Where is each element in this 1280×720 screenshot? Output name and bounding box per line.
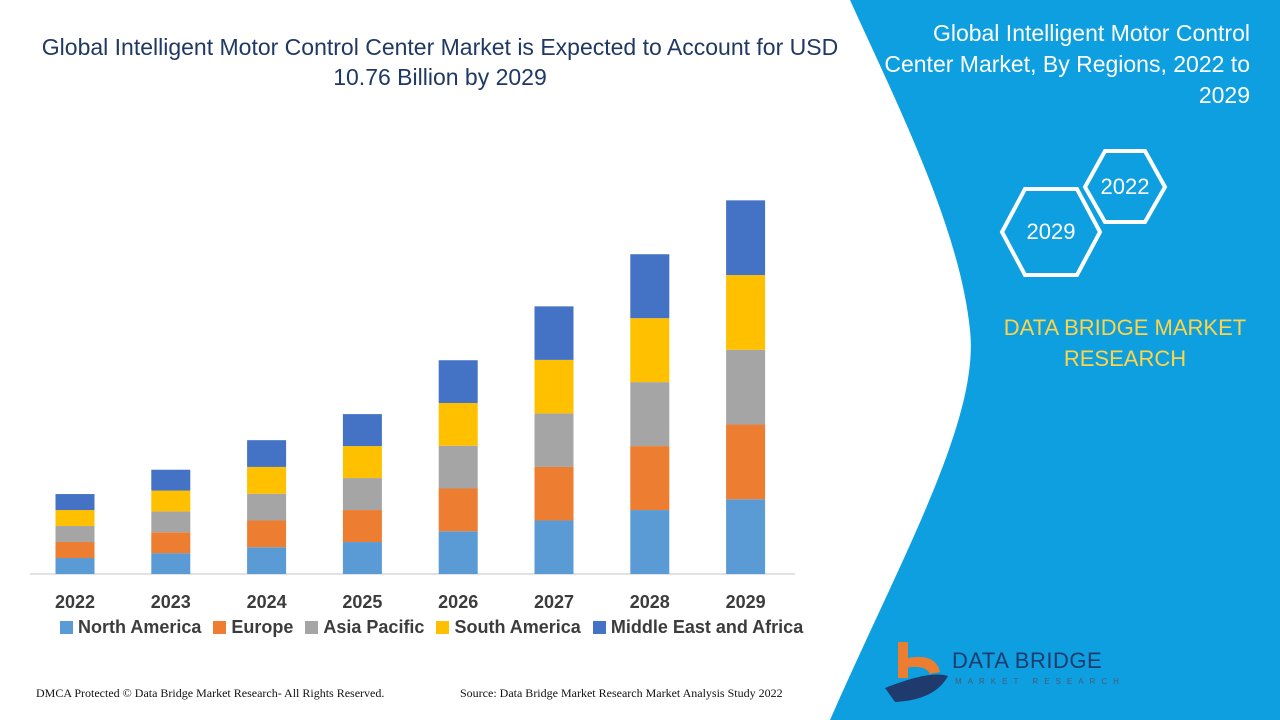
- bar-segment-2027-2: [534, 413, 574, 467]
- legend-swatch: [592, 621, 606, 634]
- hexagon-2029: [999, 187, 1103, 277]
- legend-label: Middle East and Africa: [610, 617, 804, 637]
- bar-segment-2024-1: [247, 520, 287, 548]
- bar-segment-2029-1: [726, 424, 766, 500]
- side-panel-shape: [830, 0, 1280, 720]
- x-tick-label: 2028: [630, 592, 670, 612]
- legend-swatch: [436, 621, 450, 634]
- footer-source: Source: Data Bridge Market Research Mark…: [460, 686, 783, 700]
- legend-item: Middle East and Africa: [592, 617, 804, 638]
- bar-segment-2025-1: [342, 510, 382, 543]
- legend-label: North America: [78, 617, 202, 637]
- bar-segment-2024-2: [247, 493, 287, 521]
- legend-item: North America: [60, 617, 201, 638]
- hex-label-2022: 2022: [1100, 174, 1150, 199]
- data-bridge-logo-icon: [885, 642, 948, 702]
- bar-segment-2029-0: [726, 499, 766, 574]
- bar-segment-2022-3: [55, 510, 95, 527]
- legend-label: Europe: [231, 617, 294, 637]
- bar-segment-2028-4: [630, 254, 670, 319]
- logo-subtext: MARKET RESEARCH: [955, 677, 1125, 686]
- bar-segment-2027-3: [534, 359, 574, 414]
- bar-segment-2026-1: [438, 488, 478, 532]
- bar-segment-2026-4: [438, 360, 478, 403]
- bar-segment-2023-1: [151, 532, 191, 554]
- bar-segment-2026-3: [438, 402, 478, 446]
- bar-segment-2027-1: [534, 466, 574, 521]
- bar-segment-2028-2: [630, 382, 670, 447]
- bar-segment-2027-4: [534, 306, 574, 360]
- bar-segment-2022-1: [55, 542, 95, 559]
- legend-swatch: [213, 621, 227, 634]
- x-tick-label: 2024: [247, 592, 287, 612]
- bar-segment-2023-2: [151, 511, 191, 533]
- bar-segment-2022-2: [55, 526, 95, 543]
- stacked-bar-chart: 2022 2023 2024 2025 2026 2027 2028 2029: [30, 200, 795, 612]
- legend-label: South America: [454, 617, 581, 637]
- bar-segment-2025-2: [342, 478, 382, 511]
- bar-segment-2026-2: [438, 445, 478, 489]
- bar-segment-2024-4: [247, 440, 287, 467]
- footer-copyright: DMCA Protected © Data Bridge Market Rese…: [36, 686, 385, 700]
- chart-legend: North America Europe Asia Pacific South Ame…: [60, 617, 803, 638]
- bar-segment-2028-0: [630, 510, 670, 574]
- bar-segment-2029-3: [726, 275, 766, 350]
- bar-segment-2025-3: [342, 446, 382, 479]
- x-tick-label: 2026: [438, 592, 478, 612]
- bar-segment-2028-3: [630, 318, 670, 383]
- bar-segment-2025-0: [342, 542, 382, 574]
- logo-text: DATA BRIDGE: [952, 648, 1103, 673]
- bar-segment-2024-3: [247, 466, 287, 494]
- x-tick-label: 2023: [151, 592, 191, 612]
- legend-swatch: [305, 621, 319, 634]
- bar-segment-2028-1: [630, 446, 670, 511]
- x-tick-label: 2022: [55, 592, 95, 612]
- bar-segment-2024-0: [247, 547, 287, 574]
- side-panel-title: Global Intelligent Motor Control Center …: [884, 20, 1250, 108]
- bar-segment-2022-4: [55, 494, 95, 511]
- bar-segment-2029-2: [726, 349, 766, 425]
- x-tick-label: 2027: [534, 592, 574, 612]
- bar-segment-2026-0: [438, 531, 478, 574]
- bar-segment-2023-4: [151, 469, 191, 491]
- bar-segment-2029-4: [726, 200, 766, 276]
- x-tick-label: 2025: [342, 592, 382, 612]
- legend-item: Europe: [213, 617, 293, 638]
- brand-text: DATA BRIDGE MARKET RESEARCH: [1003, 315, 1247, 371]
- hex-label-2029: 2029: [1026, 219, 1076, 244]
- bar-segment-2023-3: [151, 490, 191, 512]
- chart-title: Global Intelligent Motor Control Center …: [41, 34, 839, 90]
- bar-segment-2027-0: [534, 520, 574, 574]
- legend-label: Asia Pacific: [323, 617, 425, 637]
- hexagon-2022: [1082, 149, 1168, 224]
- legend-item: Asia Pacific: [305, 617, 424, 638]
- x-tick-label: 2029: [726, 592, 766, 612]
- bar-segment-2025-4: [342, 414, 382, 447]
- bar-segment-2022-0: [55, 558, 95, 574]
- bar-segment-2023-0: [151, 553, 191, 574]
- legend-item: South America: [436, 617, 581, 638]
- legend-swatch: [60, 621, 73, 634]
